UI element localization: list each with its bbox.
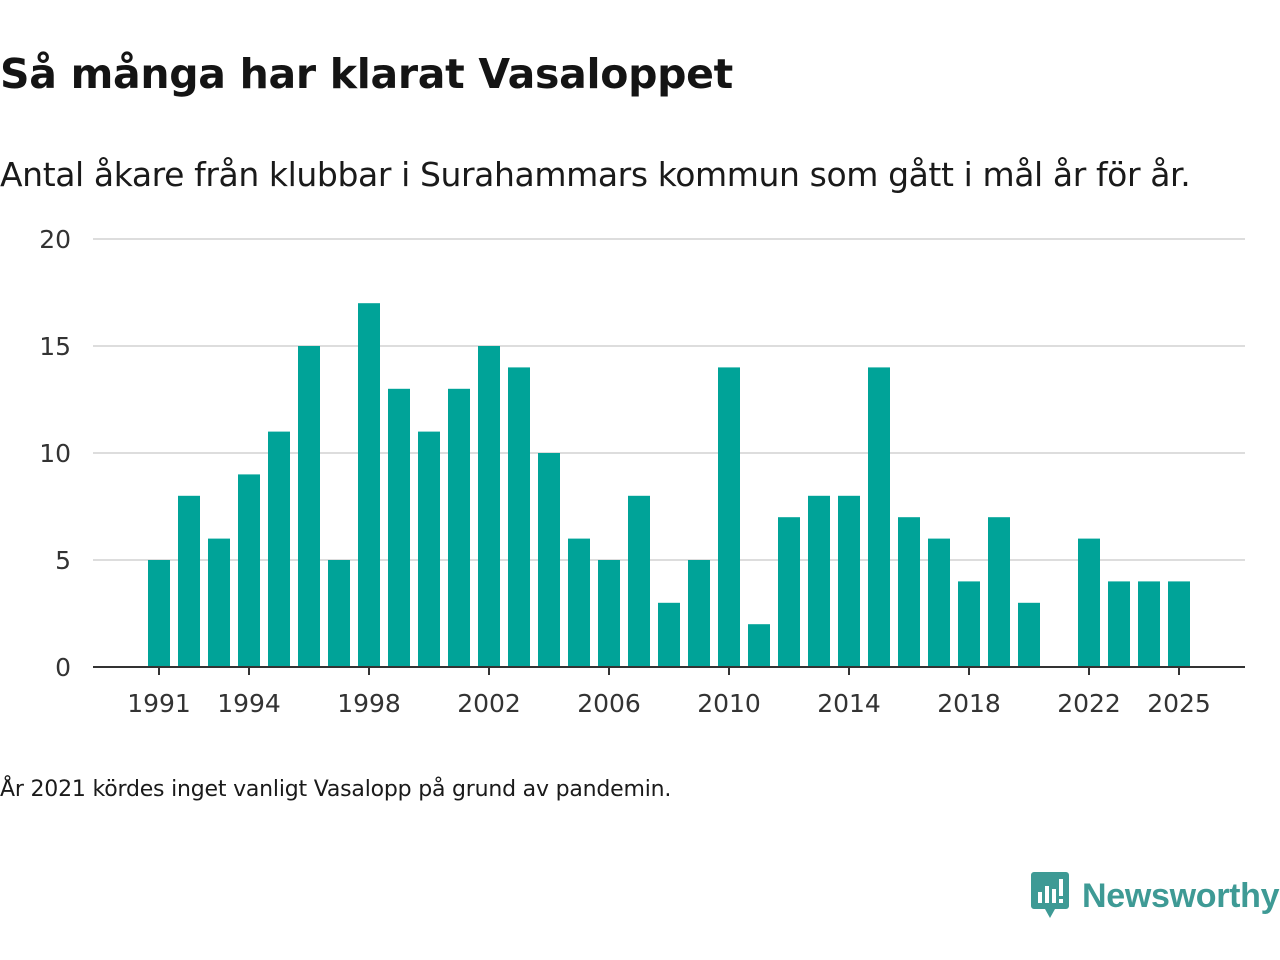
newsworthy-logo: Newsworthy bbox=[1030, 870, 1280, 922]
bar-1992 bbox=[178, 495, 200, 667]
y-tick-label: 0 bbox=[55, 653, 71, 682]
newsworthy-logo-icon bbox=[1031, 872, 1069, 918]
bar-2005 bbox=[568, 538, 590, 667]
bar-2018 bbox=[958, 581, 980, 667]
bar-2023 bbox=[1108, 581, 1130, 667]
bar-1998 bbox=[358, 303, 380, 667]
y-tick-label: 20 bbox=[39, 225, 71, 254]
bar-2010 bbox=[718, 367, 740, 667]
bar-2002 bbox=[478, 346, 500, 667]
bar-chart: 0 5 10 15 20 1991 1994 1998 2002 2006 2010 2014 201… bbox=[39, 225, 1245, 718]
bar-1994 bbox=[238, 474, 260, 667]
bar-2009 bbox=[688, 560, 710, 667]
bar-2006 bbox=[598, 560, 620, 667]
chart-subtitle: Antal åkare från klubbar i Surahammars k… bbox=[0, 155, 1191, 194]
bar-2011 bbox=[748, 624, 770, 667]
x-tick-label: 2010 bbox=[697, 689, 761, 718]
bar-2015 bbox=[868, 367, 890, 667]
footnote: År 2021 kördes inget vanligt Vasalopp på… bbox=[0, 777, 672, 802]
y-tick-label: 5 bbox=[55, 546, 71, 575]
bar-2020 bbox=[1018, 602, 1040, 667]
x-tick-label: 1991 bbox=[127, 689, 191, 718]
bar-1999 bbox=[388, 388, 410, 667]
bar-2001 bbox=[448, 388, 470, 667]
bar-1997 bbox=[328, 560, 350, 667]
x-tick-label: 1998 bbox=[337, 689, 401, 718]
x-tick-label: 2022 bbox=[1057, 689, 1121, 718]
x-tick-label: 2025 bbox=[1147, 689, 1211, 718]
bar-2000 bbox=[418, 431, 440, 667]
bar-2019 bbox=[988, 517, 1010, 667]
x-tick-label: 2006 bbox=[577, 689, 641, 718]
x-axis-ticks: 1991 1994 1998 2002 2006 2010 2014 2018 2022 2025 bbox=[127, 667, 1211, 718]
x-tick-label: 1994 bbox=[217, 689, 281, 718]
bar-2017 bbox=[928, 538, 950, 667]
bar-2024 bbox=[1138, 581, 1160, 667]
x-tick-label: 2002 bbox=[457, 689, 521, 718]
y-tick-label: 10 bbox=[39, 439, 71, 468]
bar-2004 bbox=[538, 453, 560, 667]
bar-2016 bbox=[898, 517, 920, 667]
bars bbox=[148, 303, 1190, 667]
bar-2008 bbox=[658, 602, 680, 667]
brand-name: Newsworthy bbox=[1082, 876, 1280, 915]
bar-1996 bbox=[298, 346, 320, 667]
bar-2025 bbox=[1168, 581, 1190, 667]
bar-2022 bbox=[1078, 538, 1100, 667]
bar-2012 bbox=[778, 517, 800, 667]
bar-2003 bbox=[508, 367, 530, 667]
chart-title: Så många har klarat Vasaloppet bbox=[0, 50, 733, 98]
x-tick-label: 2018 bbox=[937, 689, 1001, 718]
bar-1995 bbox=[268, 431, 290, 667]
bar-2013 bbox=[808, 495, 830, 667]
bar-1991 bbox=[148, 560, 170, 667]
x-tick-label: 2014 bbox=[817, 689, 881, 718]
y-tick-label: 15 bbox=[39, 332, 71, 361]
bar-2007 bbox=[628, 495, 650, 667]
bar-1993 bbox=[208, 538, 230, 667]
bar-2014 bbox=[838, 495, 860, 667]
